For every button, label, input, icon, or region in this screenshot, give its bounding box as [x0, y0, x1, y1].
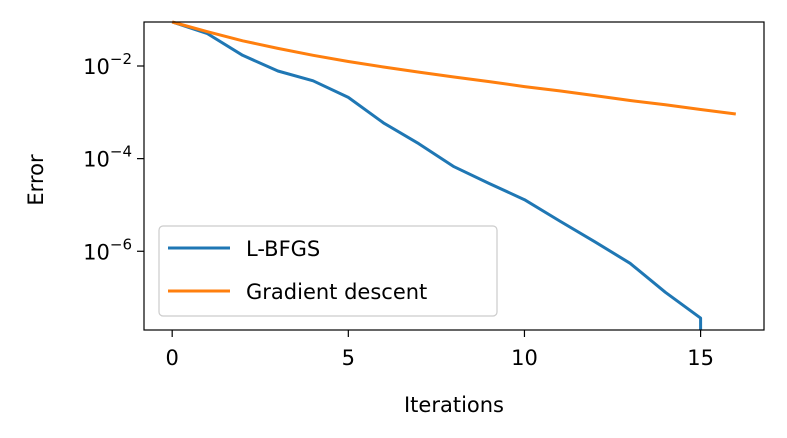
legend-box — [158, 225, 498, 317]
legend-label-gradient-descent: Gradient descent — [246, 280, 427, 304]
y-tick-label: 10−6 — [83, 235, 132, 264]
x-tick-label: 0 — [165, 346, 178, 370]
y-axis-label: Error — [24, 154, 48, 206]
x-axis-label: Iterations — [404, 393, 504, 417]
x-tick-label: 10 — [511, 346, 538, 370]
series-line-gradient-descent — [171, 20, 736, 116]
legend: L-BFGS Gradient descent — [158, 225, 498, 317]
y-axis: 10−2 10−4 10−6 — [83, 50, 144, 264]
series-layer — [171, 20, 736, 330]
legend-label-l-bfgs: L-BFGS — [246, 237, 320, 261]
y-tick-label: 10−2 — [83, 50, 132, 79]
series-line-l-bfgs — [171, 20, 703, 330]
plot-frame — [143, 21, 765, 331]
x-tick-label: 15 — [687, 346, 714, 370]
y-tick-label: 10−4 — [83, 143, 132, 172]
x-axis: 0 5 10 15 — [165, 330, 714, 370]
x-tick-label: 5 — [342, 346, 355, 370]
